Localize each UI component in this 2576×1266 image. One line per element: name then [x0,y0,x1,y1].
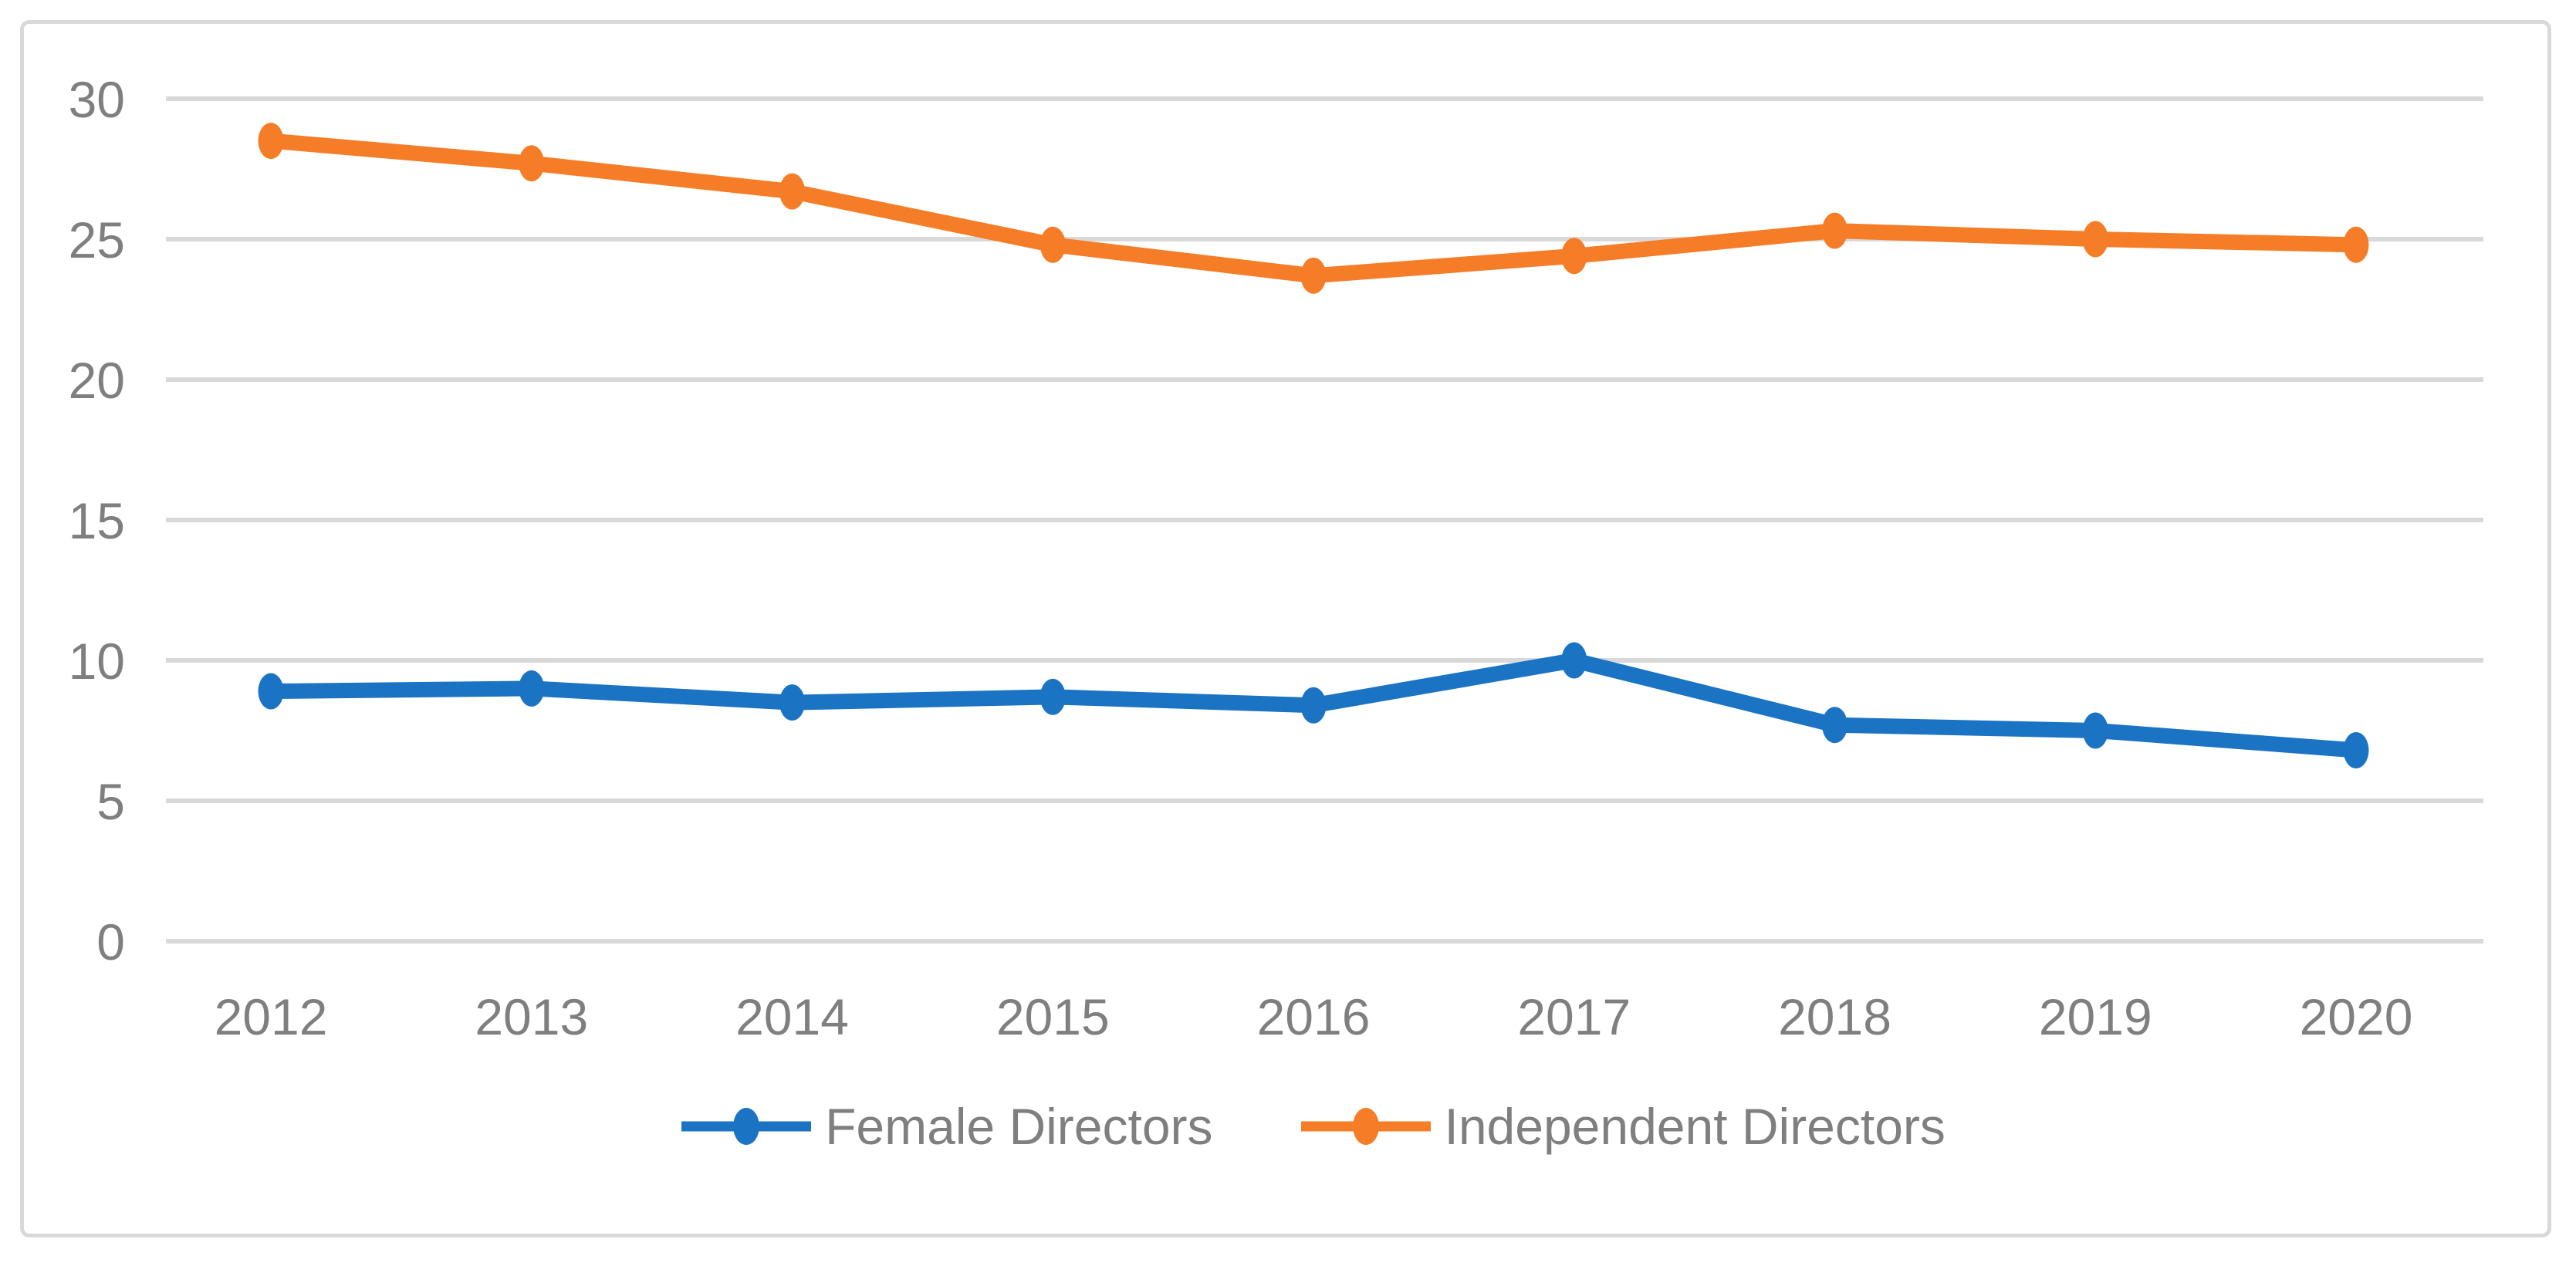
x-tick-label-2015: 2015 [996,988,1110,1045]
data-point-female-directors-2015 [1040,678,1066,715]
data-point-female-directors-2020 [2343,731,2369,768]
x-tick-label-2020: 2020 [2300,988,2413,1045]
data-point-independent-directors-2017 [1561,238,1587,275]
x-tick-label-2014: 2014 [735,988,849,1045]
y-tick-label-0: 0 [96,913,125,971]
data-point-independent-directors-2020 [2343,226,2369,263]
data-point-independent-directors-2018 [1822,212,1847,249]
series-line-independent-directors [263,133,2364,284]
data-point-independent-directors-2012 [258,123,284,160]
line-chart-plot-area: 0 5 10 15 20 25 30 2012 2013 2014 2015 2016 2017 2018… [69,71,2483,1045]
data-point-independent-directors-2014 [779,173,805,210]
data-point-independent-directors-2013 [519,145,545,182]
y-tick-label-30: 30 [69,71,125,128]
x-tick-label-2013: 2013 [475,988,588,1045]
y-tick-label-10: 10 [69,633,125,690]
data-point-female-directors-2016 [1300,687,1327,724]
y-tick-label-25: 25 [69,211,125,268]
x-tick-label-2018: 2018 [1778,988,1891,1045]
data-point-female-directors-2019 [2082,712,2108,749]
data-point-female-directors-2012 [258,673,284,710]
data-point-female-directors-2018 [1822,707,1847,744]
data-point-independent-directors-2019 [2082,221,2108,258]
x-tick-label-2017: 2017 [1517,988,1631,1045]
x-tick-label-2019: 2019 [2039,988,2152,1045]
data-point-female-directors-2014 [779,684,805,721]
data-point-female-directors-2013 [519,670,545,707]
data-point-independent-directors-2016 [1300,257,1327,294]
data-point-female-directors-2017 [1561,642,1587,679]
x-tick-label-2012: 2012 [215,988,328,1045]
chart-figure: 0 5 10 15 20 25 30 2012 2013 2014 2015 2016 2017 2018… [20,20,2551,1237]
x-tick-label-2016: 2016 [1257,988,1371,1045]
data-point-independent-directors-2015 [1040,226,1066,263]
y-tick-label-5: 5 [96,773,125,830]
y-tick-label-20: 20 [69,352,125,409]
y-tick-label-15: 15 [69,492,125,549]
